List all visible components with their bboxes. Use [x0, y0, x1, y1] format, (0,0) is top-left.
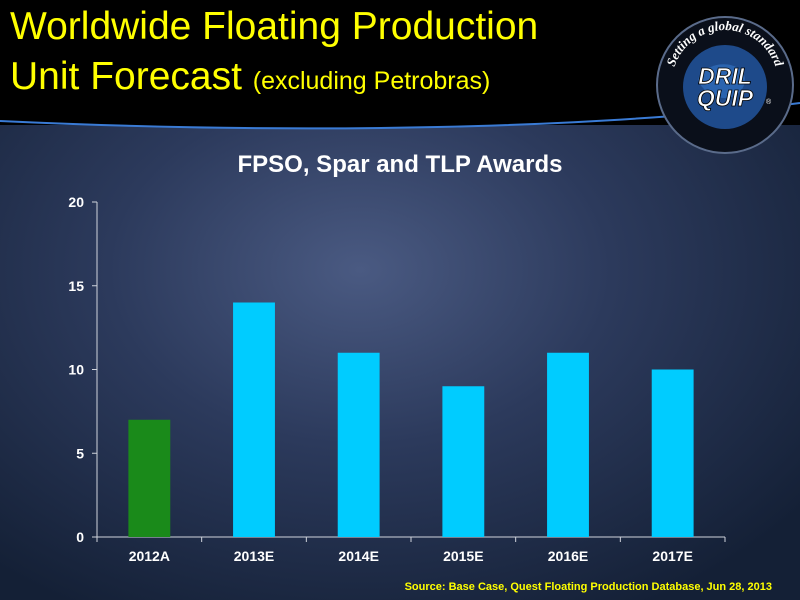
company-logo: Setting a global standard DRIL QUIP ® [656, 16, 794, 154]
y-axis: 0 5 10 15 20 [68, 194, 98, 545]
y-tick-label: 0 [76, 529, 84, 545]
bar-2013E [233, 302, 275, 537]
y-tick-label: 15 [68, 278, 84, 294]
slide-title-line1: Worldwide Floating Production [10, 5, 539, 48]
logo-word-1: DRIL [698, 63, 752, 89]
x-tick-label: 2015E [443, 548, 483, 564]
source-note: Source: Base Case, Quest Floating Produc… [404, 581, 772, 593]
logo-registered-mark: ® [766, 98, 772, 106]
x-axis: 2012A 2013E 2014E 2015E 2016E 2017E [96, 536, 726, 564]
x-tick-label: 2017E [652, 548, 692, 564]
y-tick-label: 5 [76, 445, 84, 461]
bar-2017E [651, 369, 694, 537]
slide-title-sub: (excluding Petrobras) [252, 67, 491, 95]
x-tick-label: 2012A [129, 548, 170, 564]
x-tick-label: 2016E [548, 548, 588, 564]
bar-2015E [442, 386, 485, 537]
bar-series [128, 302, 694, 537]
x-tick-label: 2014E [338, 548, 378, 564]
y-tick-label: 10 [68, 362, 84, 378]
y-tick-label: 20 [68, 194, 84, 210]
bar-2014E [337, 352, 380, 537]
slide-title-main: Unit Forecast [10, 55, 242, 98]
logo-word-2: QUIP [697, 85, 754, 111]
chart-title: FPSO, Spar and TLP Awards [238, 151, 563, 178]
bar-2016E [547, 352, 589, 537]
slide-title-line2: Unit Forecast (excluding Petrobras) [10, 57, 490, 96]
bar-2012A [128, 419, 171, 537]
x-tick-label: 2013E [234, 548, 274, 564]
